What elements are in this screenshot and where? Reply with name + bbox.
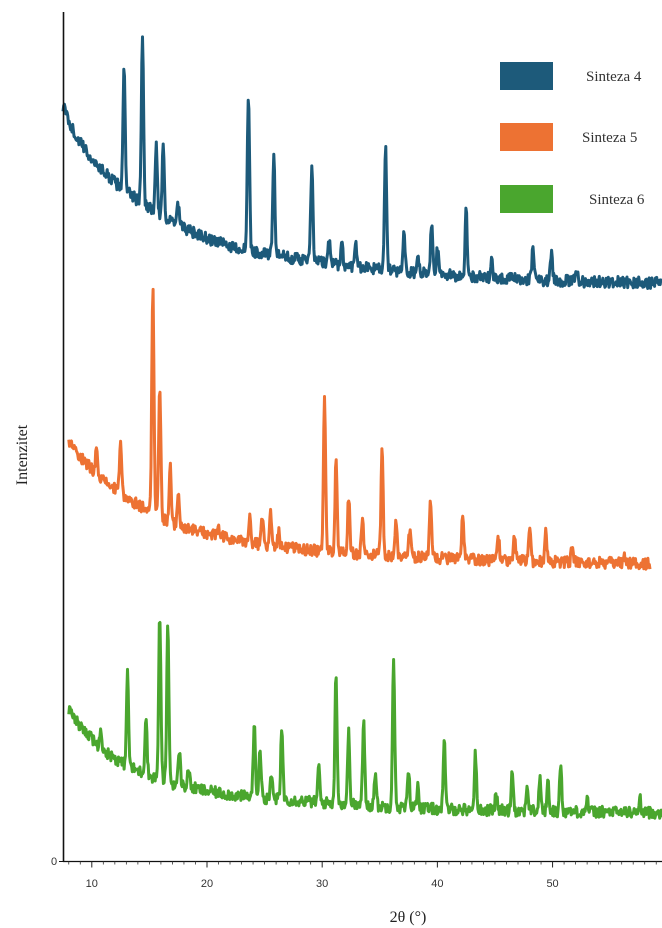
x-axis-label: 2θ (°) [390, 909, 427, 926]
legend-swatch-sinteza-6 [500, 185, 553, 213]
x-tick-label: 20 [201, 878, 213, 890]
series-line-5 [67, 287, 652, 571]
legend-swatch-sinteza-4 [500, 62, 553, 90]
legend-swatch-sinteza-5 [500, 123, 553, 151]
x-tick-label: 10 [86, 878, 98, 890]
legend: Sinteza 4 Sinteza 5 Sinteza 6 [500, 62, 645, 213]
y-axis-label: Intenzitet [14, 424, 31, 485]
series-line-4 [61, 35, 662, 290]
x-tick-label: 40 [431, 878, 443, 890]
x-tick-labels: 10 20 30 40 50 [86, 878, 559, 890]
x-minor-ticks [68, 861, 657, 865]
x-major-ticks [91, 861, 554, 868]
x-tick-label: 50 [546, 878, 558, 890]
legend-label-sinteza-4: Sinteza 4 [586, 69, 642, 85]
y-tick-label-zero: 0 [51, 856, 57, 868]
legend-label-sinteza-6: Sinteza 6 [589, 192, 645, 208]
x-tick-label: 30 [316, 878, 328, 890]
series-line-6 [67, 621, 662, 820]
plot-traces [61, 35, 662, 820]
legend-label-sinteza-5: Sinteza 5 [582, 130, 637, 146]
